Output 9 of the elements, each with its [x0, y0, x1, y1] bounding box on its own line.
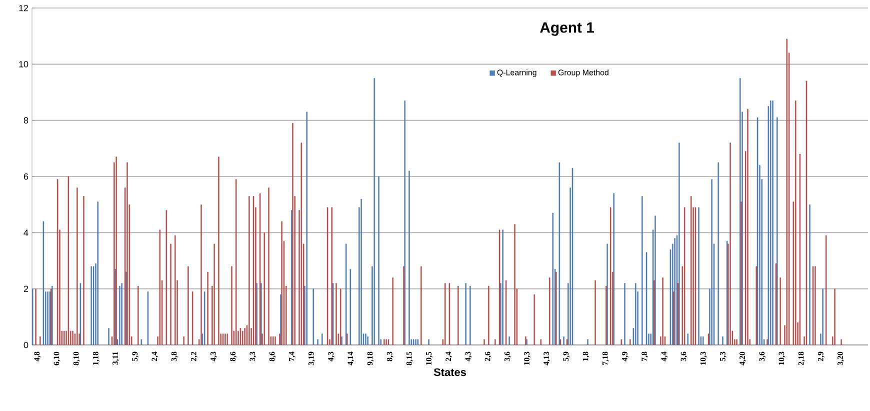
y-tick-label: 8	[24, 117, 28, 124]
y-tick-label: 6	[24, 173, 28, 180]
y-tick-label: 4	[24, 230, 28, 236]
y-tick-label: 12	[19, 4, 28, 12]
x-axis-title: States	[434, 368, 466, 376]
y-tick-label: 2	[24, 286, 28, 292]
y-tick-label: 0	[24, 342, 28, 348]
text: Agent 1	[540, 22, 594, 36]
y-tick-label: 10	[19, 60, 28, 68]
